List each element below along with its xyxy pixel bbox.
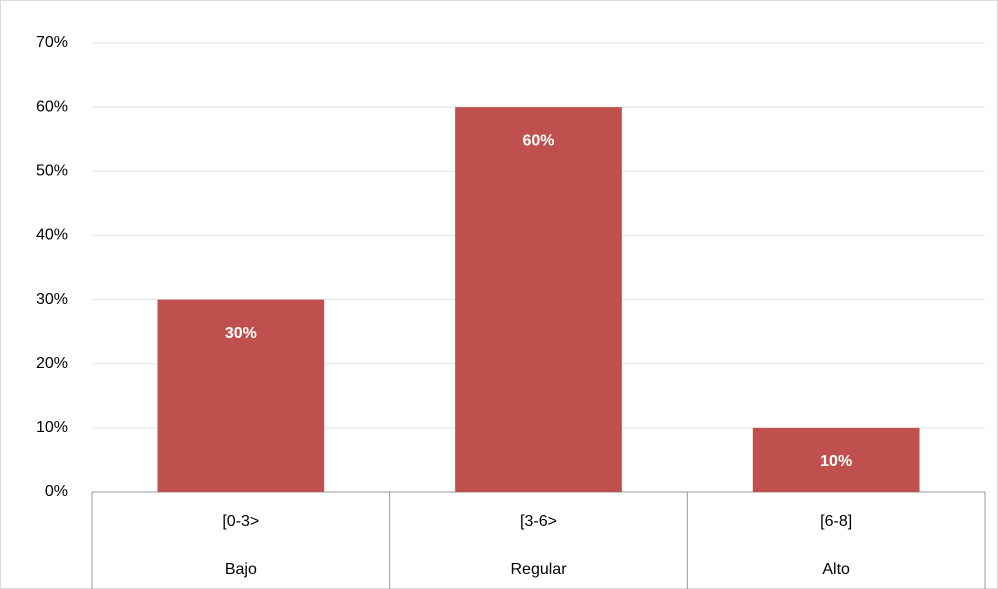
x-tick-label: [0-3>	[222, 513, 259, 530]
x-tick-label: [6-8]	[820, 513, 852, 530]
y-tick-label: 30%	[36, 291, 68, 308]
x-tick-label: [3-6>	[520, 513, 557, 530]
y-tick-label: 0%	[45, 483, 68, 500]
bar	[455, 107, 622, 493]
value-label: 10%	[820, 453, 852, 470]
x-group-label: Alto	[822, 561, 850, 578]
bar	[157, 299, 325, 492]
y-tick-label: 70%	[36, 34, 68, 51]
value-label: 60%	[522, 132, 554, 149]
x-group-label: Regular	[510, 561, 567, 578]
bar	[752, 427, 920, 492]
x-group-label: Bajo	[225, 561, 257, 578]
y-tick-label: 10%	[36, 419, 68, 436]
y-tick-label: 40%	[36, 227, 68, 244]
y-tick-label: 50%	[36, 163, 68, 180]
y-tick-label: 60%	[36, 98, 68, 115]
value-label: 30%	[225, 325, 257, 342]
y-tick-label: 20%	[36, 355, 68, 372]
